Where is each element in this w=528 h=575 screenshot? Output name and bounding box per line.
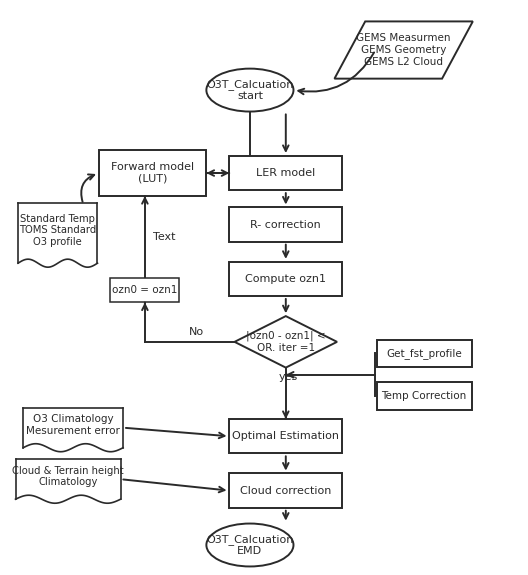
Text: ozn0 = ozn1: ozn0 = ozn1 bbox=[112, 285, 177, 296]
FancyBboxPatch shape bbox=[230, 156, 342, 190]
Text: Optimal Estimation: Optimal Estimation bbox=[232, 431, 340, 441]
Text: yes: yes bbox=[279, 371, 298, 382]
Text: Forward model
(LUT): Forward model (LUT) bbox=[111, 162, 194, 184]
Polygon shape bbox=[23, 408, 123, 452]
Text: Compute ozn1: Compute ozn1 bbox=[246, 274, 326, 284]
Text: Get_fst_profile: Get_fst_profile bbox=[386, 348, 462, 359]
Polygon shape bbox=[18, 203, 98, 267]
Ellipse shape bbox=[206, 68, 294, 112]
FancyBboxPatch shape bbox=[230, 208, 342, 242]
Text: No: No bbox=[188, 327, 204, 338]
Text: LER model: LER model bbox=[256, 168, 315, 178]
Text: Standard Temp
TOMS Standard
O3 profile: Standard Temp TOMS Standard O3 profile bbox=[19, 214, 97, 247]
FancyBboxPatch shape bbox=[230, 419, 342, 454]
Text: Cloud & Terrain height
Climatology: Cloud & Terrain height Climatology bbox=[12, 466, 124, 487]
FancyBboxPatch shape bbox=[99, 150, 206, 196]
Text: R- correction: R- correction bbox=[250, 220, 321, 229]
FancyBboxPatch shape bbox=[377, 382, 472, 410]
Text: O3 Climatology
Mesurement error: O3 Climatology Mesurement error bbox=[26, 414, 120, 436]
FancyBboxPatch shape bbox=[230, 262, 342, 296]
FancyBboxPatch shape bbox=[377, 340, 472, 367]
Text: Text: Text bbox=[153, 232, 175, 242]
Polygon shape bbox=[334, 21, 473, 79]
Polygon shape bbox=[15, 459, 120, 503]
Text: |ozn0 - ozn1| <
OR. iter =1: |ozn0 - ozn1| < OR. iter =1 bbox=[246, 331, 326, 353]
Text: Cloud correction: Cloud correction bbox=[240, 486, 332, 496]
Text: GEMS Measurmen
GEMS Geometry
GEMS L2 Cloud: GEMS Measurmen GEMS Geometry GEMS L2 Clo… bbox=[356, 33, 451, 67]
Ellipse shape bbox=[206, 524, 294, 566]
Text: Temp Correction: Temp Correction bbox=[382, 391, 467, 401]
Polygon shape bbox=[234, 316, 337, 367]
FancyBboxPatch shape bbox=[230, 473, 342, 508]
FancyBboxPatch shape bbox=[110, 278, 180, 302]
Text: O3T_Calcuation
start: O3T_Calcuation start bbox=[206, 79, 294, 101]
Text: O3T_Calcuation
EMD: O3T_Calcuation EMD bbox=[206, 534, 294, 556]
